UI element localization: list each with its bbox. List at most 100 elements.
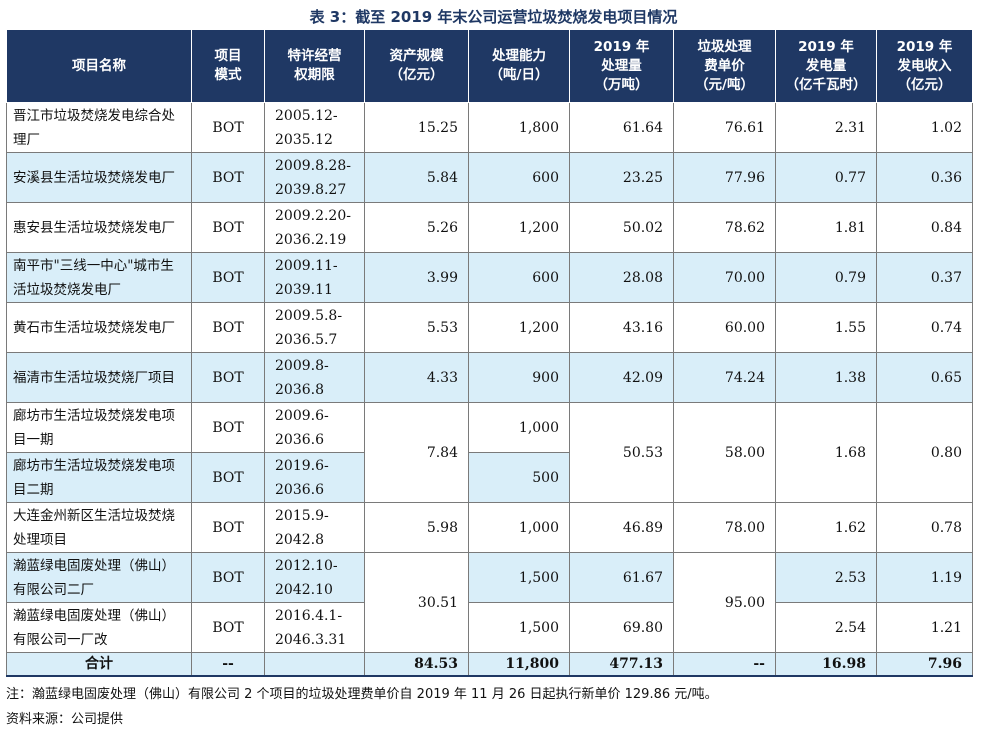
revenue-2019: 0.84 xyxy=(876,202,973,253)
revenue-2019: 0.78 xyxy=(876,502,973,553)
fee-unit-price: 76.61 xyxy=(673,102,776,153)
revenue-2019: 1.19 xyxy=(876,552,973,603)
volume-2019: 61.64 xyxy=(569,102,674,153)
asset-scale: 7.84 xyxy=(364,402,469,503)
project-name: 黄石市生活垃圾焚烧发电厂 xyxy=(6,302,192,353)
footnote: 注：瀚蓝绿电固废处理（佛山）有限公司 2 个项目的垃圾处理费单价自 2019 年… xyxy=(6,687,718,702)
power-2019: 0.77 xyxy=(775,152,877,203)
revenue-2019: 0.37 xyxy=(876,252,973,303)
capacity: 1,500 xyxy=(468,552,570,603)
power-2019: 1.68 xyxy=(775,402,877,503)
project-name: 晋江市垃圾焚烧发电综合处理厂 xyxy=(6,102,192,153)
project-mode: BOT xyxy=(191,352,265,403)
col-header-period: 特许经营 权期限 xyxy=(264,29,365,103)
table-row: 黄石市生活垃圾焚烧发电厂 BOT 2009.5.8- 2036.5.7 5.53 … xyxy=(6,302,973,353)
power-2019: 2.54 xyxy=(775,602,877,653)
table-title: 表 3：截至 2019 年末公司运营垃圾焚烧发电项目情况 xyxy=(309,8,678,26)
project-name: 瀚蓝绿电固废处理（佛山）有限公司二厂 xyxy=(6,552,192,603)
asset-scale: 15.25 xyxy=(364,102,469,153)
fee-unit-price: 78.62 xyxy=(673,202,776,253)
col-header-fee: 垃圾处理 费单价 （元/吨） xyxy=(673,29,776,103)
concession-period: 2015.9- 2042.8 xyxy=(264,502,365,553)
volume-2019: 69.80 xyxy=(569,602,674,653)
col-header-name: 项目名称 xyxy=(6,29,192,103)
capacity: 600 xyxy=(468,252,570,303)
power-2019: 1.81 xyxy=(775,202,877,253)
source-note: 资料来源：公司提供 xyxy=(6,712,124,727)
project-mode: BOT xyxy=(191,602,265,653)
project-name: 廊坊市生活垃圾焚烧发电项目二期 xyxy=(6,452,192,503)
project-mode: BOT xyxy=(191,252,265,303)
fee-unit-price: 58.00 xyxy=(673,402,776,503)
asset-scale: 5.98 xyxy=(364,502,469,553)
total-period xyxy=(264,652,365,677)
fee-unit-price: 70.00 xyxy=(673,252,776,303)
power-2019: 0.79 xyxy=(775,252,877,303)
project-mode: BOT xyxy=(191,102,265,153)
project-mode: BOT xyxy=(191,402,265,453)
asset-scale: 5.53 xyxy=(364,302,469,353)
asset-scale: 3.99 xyxy=(364,252,469,303)
concession-period: 2019.6- 2036.6 xyxy=(264,452,365,503)
volume-2019: 46.89 xyxy=(569,502,674,553)
col-header-volume: 2019 年处理量 （万吨） xyxy=(569,29,674,103)
total-capacity: 11,800 xyxy=(468,652,570,677)
col-header-revenue: 2019 年发电收入 （亿元） xyxy=(876,29,973,103)
total-assets: 84.53 xyxy=(364,652,469,677)
concession-period: 2009.8.28- 2039.8.27 xyxy=(264,152,365,203)
project-mode: BOT xyxy=(191,552,265,603)
project-name: 惠安县生活垃圾焚烧发电厂 xyxy=(6,202,192,253)
col-header-power: 2019 年发电量 （亿千瓦时） xyxy=(775,29,877,103)
capacity: 600 xyxy=(468,152,570,203)
col-header-assets: 资产规模 （亿元） xyxy=(364,29,469,103)
capacity: 500 xyxy=(468,452,570,503)
concession-period: 2009.11- 2039.11 xyxy=(264,252,365,303)
project-name: 廊坊市生活垃圾焚烧发电项目一期 xyxy=(6,402,192,453)
revenue-2019: 0.74 xyxy=(876,302,973,353)
table-row: 南平市"三线一中心"城市生活垃圾焚烧发电厂 BOT 2009.11- 2039.1… xyxy=(6,252,973,303)
volume-2019: 50.53 xyxy=(569,402,674,503)
total-mode: -- xyxy=(191,652,265,677)
total-power: 16.98 xyxy=(775,652,877,677)
capacity: 1,200 xyxy=(468,302,570,353)
project-mode: BOT xyxy=(191,452,265,503)
project-name: 南平市"三线一中心"城市生活垃圾焚烧发电厂 xyxy=(6,252,192,303)
volume-2019: 61.67 xyxy=(569,552,674,603)
concession-period: 2016.4.1- 2046.3.31 xyxy=(264,602,365,653)
header-row: 项目名称 项目 模式 特许经营 权期限 资产规模 （亿元） 处理能力 （吨/日） 201… xyxy=(6,29,973,103)
concession-period: 2012.10- 2042.10 xyxy=(264,552,365,603)
concession-period: 2009.6- 2036.6 xyxy=(264,402,365,453)
asset-scale: 5.84 xyxy=(364,152,469,203)
volume-2019: 50.02 xyxy=(569,202,674,253)
concession-period: 2009.5.8- 2036.5.7 xyxy=(264,302,365,353)
table-row: 福清市生活垃圾焚烧厂项目 BOT 2009.8- 2036.8 4.33 900 … xyxy=(6,352,973,403)
table-row: 安溪县生活垃圾焚烧发电厂 BOT 2009.8.28- 2039.8.27 5.8… xyxy=(6,152,973,203)
volume-2019: 42.09 xyxy=(569,352,674,403)
project-name: 安溪县生活垃圾焚烧发电厂 xyxy=(6,152,192,203)
power-2019: 1.38 xyxy=(775,352,877,403)
project-mode: BOT xyxy=(191,202,265,253)
power-2019: 1.55 xyxy=(775,302,877,353)
table-row: 晋江市垃圾焚烧发电综合处理厂 BOT 2005.12- 2035.12 15.25… xyxy=(6,102,973,153)
fee-unit-price: 60.00 xyxy=(673,302,776,353)
col-header-capacity: 处理能力 （吨/日） xyxy=(468,29,570,103)
revenue-2019: 0.80 xyxy=(876,402,973,503)
project-name: 瀚蓝绿电固废处理（佛山）有限公司一厂改 xyxy=(6,602,192,653)
table-row: 瀚蓝绿电固废处理（佛山）有限公司一厂改 BOT 2016.4.1- 2046.3.… xyxy=(6,602,973,653)
total-volume: 477.13 xyxy=(569,652,674,677)
table-row: 廊坊市生活垃圾焚烧发电项目二期 BOT 2019.6- 2036.6 500 xyxy=(6,452,973,503)
table-row: 廊坊市生活垃圾焚烧发电项目一期 BOT 2009.6- 2036.6 7.84 1… xyxy=(6,402,973,503)
concession-period: 2005.12- 2035.12 xyxy=(264,102,365,153)
total-row: 合计 -- 84.53 11,800 477.13 -- 16.98 7.96 xyxy=(6,652,973,677)
capacity: 1,000 xyxy=(468,502,570,553)
project-name: 大连金州新区生活垃圾焚烧处理项目 xyxy=(6,502,192,553)
project-name: 福清市生活垃圾焚烧厂项目 xyxy=(6,352,192,403)
capacity: 1,200 xyxy=(468,202,570,253)
fee-unit-price: 78.00 xyxy=(673,502,776,553)
power-2019: 2.53 xyxy=(775,552,877,603)
concession-period: 2009.8- 2036.8 xyxy=(264,352,365,403)
projects-table: 项目名称 项目 模式 特许经营 权期限 资产规模 （亿元） 处理能力 （吨/日） 201… xyxy=(6,29,973,677)
total-fee: -- xyxy=(673,652,776,677)
table-row: 瀚蓝绿电固废处理（佛山）有限公司二厂 BOT 2012.10- 2042.10 3… xyxy=(6,552,973,653)
fee-unit-price: 74.24 xyxy=(673,352,776,403)
